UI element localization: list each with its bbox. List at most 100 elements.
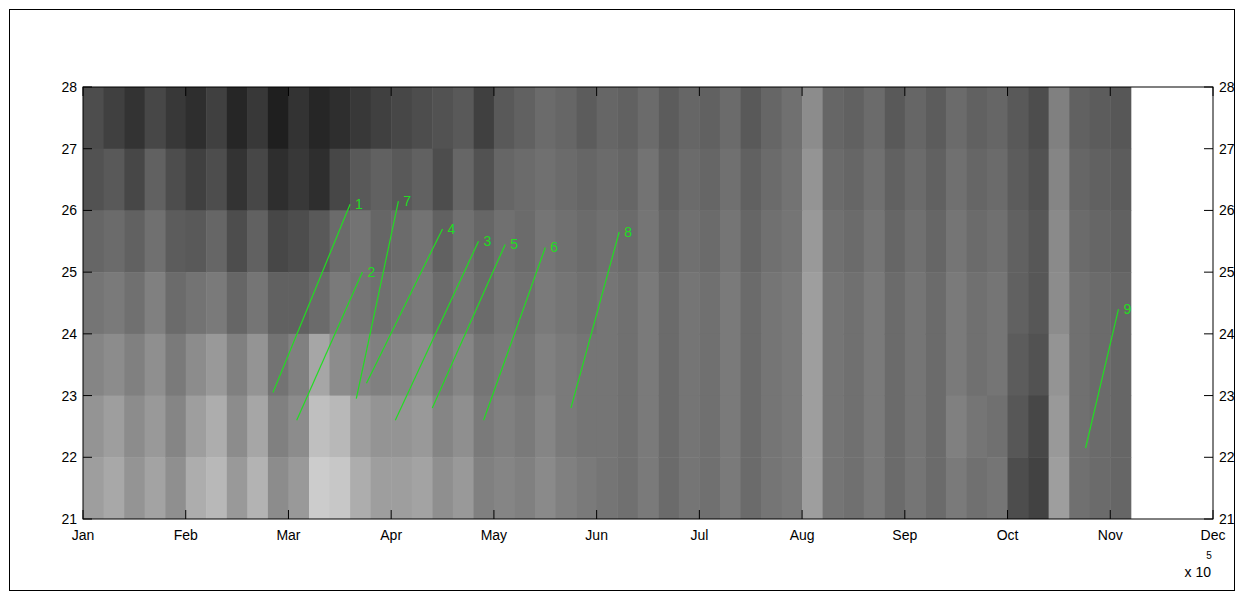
heatmap-cell bbox=[1110, 272, 1131, 334]
heatmap-cell bbox=[309, 87, 330, 149]
heatmap-cell bbox=[946, 210, 967, 272]
heatmap-cell bbox=[864, 334, 885, 396]
heatmap-cell bbox=[617, 149, 638, 211]
line-label: 2 bbox=[367, 264, 375, 280]
heatmap-cell bbox=[946, 396, 967, 458]
heatmap-cell bbox=[227, 457, 248, 519]
y-tick bbox=[83, 519, 92, 520]
y-tick bbox=[83, 333, 92, 334]
heatmap-cell bbox=[186, 210, 207, 272]
heatmap-cell bbox=[925, 457, 946, 519]
heatmap-cell bbox=[679, 149, 700, 211]
heatmap-cell bbox=[186, 457, 207, 519]
x-tick bbox=[288, 510, 289, 519]
heatmap-cell bbox=[494, 272, 515, 334]
heatmap-cell bbox=[104, 334, 125, 396]
heatmap-cell bbox=[1110, 149, 1131, 211]
heatmap-cell bbox=[288, 457, 309, 519]
heatmap-cell bbox=[165, 87, 186, 149]
heatmap-cell bbox=[740, 149, 761, 211]
heatmap-cell bbox=[843, 87, 864, 149]
heatmap-cell bbox=[309, 272, 330, 334]
heatmap-cell bbox=[699, 87, 720, 149]
heatmap-cell bbox=[1028, 210, 1049, 272]
x-tick bbox=[802, 510, 803, 519]
plot-area bbox=[83, 87, 1131, 519]
heatmap-cell bbox=[1008, 272, 1029, 334]
heatmap-cell bbox=[720, 272, 741, 334]
heatmap-cell bbox=[432, 210, 453, 272]
heatmap-cell bbox=[987, 457, 1008, 519]
y-tick-label: 23 bbox=[1219, 388, 1235, 404]
track-line bbox=[367, 229, 443, 383]
heatmap-cell bbox=[1069, 272, 1090, 334]
heatmap-cell bbox=[658, 457, 679, 519]
x-scale-exponent: 5 bbox=[1206, 550, 1212, 561]
heatmap-cell bbox=[124, 149, 145, 211]
heatmap-cell bbox=[206, 87, 227, 149]
axes: 21212222232324242525262627272828JanFebMa… bbox=[61, 79, 1234, 543]
heatmap-cell bbox=[884, 149, 905, 211]
heatmap-cell bbox=[699, 396, 720, 458]
track-line bbox=[297, 272, 363, 420]
y-tick bbox=[1204, 333, 1213, 334]
heatmap-cell bbox=[453, 272, 474, 334]
heatmap-cell bbox=[761, 210, 782, 272]
heatmap-cell bbox=[925, 334, 946, 396]
heatmap-cell bbox=[453, 210, 474, 272]
heatmap-cell bbox=[638, 87, 659, 149]
heatmap-cell bbox=[699, 334, 720, 396]
x-tick bbox=[904, 87, 905, 96]
heatmap-cell bbox=[124, 457, 145, 519]
heatmap-cell bbox=[309, 396, 330, 458]
heatmap-cell bbox=[946, 334, 967, 396]
heatmap-cell bbox=[843, 396, 864, 458]
heatmap-cell bbox=[1049, 396, 1070, 458]
heatmap-cell bbox=[966, 149, 987, 211]
heatmap-cell bbox=[432, 87, 453, 149]
heatmap-cell bbox=[576, 210, 597, 272]
heatmap-cell bbox=[823, 334, 844, 396]
heatmap-cell bbox=[432, 457, 453, 519]
chart: 1274356892121222223232424252526262727282… bbox=[0, 0, 1244, 600]
heatmap-cell bbox=[823, 87, 844, 149]
heatmap-cell bbox=[884, 334, 905, 396]
heatmap-cell bbox=[1049, 149, 1070, 211]
heatmap-cell bbox=[83, 334, 104, 396]
heatmap-cell bbox=[699, 210, 720, 272]
heatmap-cell bbox=[1090, 87, 1111, 149]
heatmap-cell bbox=[104, 396, 125, 458]
heatmap-cell bbox=[802, 149, 823, 211]
heatmap-cell bbox=[350, 87, 371, 149]
track-line bbox=[432, 244, 505, 408]
y-tick-label: 28 bbox=[61, 79, 77, 95]
heatmap-cell bbox=[905, 210, 926, 272]
heatmap-cell bbox=[104, 457, 125, 519]
heatmap-cell bbox=[699, 272, 720, 334]
heatmap-cell bbox=[966, 210, 987, 272]
heatmap-cell bbox=[761, 149, 782, 211]
heatmap-cell bbox=[227, 149, 248, 211]
x-tick bbox=[288, 87, 289, 96]
y-tick bbox=[83, 395, 92, 396]
heatmap-cell bbox=[699, 149, 720, 211]
heatmap-cell bbox=[966, 87, 987, 149]
heatmap-cell bbox=[165, 396, 186, 458]
heatmap-cell bbox=[925, 272, 946, 334]
heatmap-cell bbox=[1110, 334, 1131, 396]
heatmap-cell bbox=[330, 272, 351, 334]
heatmap-cell bbox=[884, 272, 905, 334]
y-tick-label: 26 bbox=[1219, 202, 1235, 218]
heatmap-cell bbox=[597, 396, 618, 458]
heatmap-cell bbox=[597, 87, 618, 149]
heatmap-cell bbox=[371, 149, 392, 211]
heatmap-cell bbox=[782, 334, 803, 396]
heatmap-cell bbox=[925, 87, 946, 149]
heatmap-cell bbox=[535, 334, 556, 396]
x-tick bbox=[904, 510, 905, 519]
heatmap-cell bbox=[782, 210, 803, 272]
heatmap-cell bbox=[987, 396, 1008, 458]
heatmap-cell bbox=[761, 87, 782, 149]
heatmap-cell bbox=[823, 210, 844, 272]
x-tick bbox=[1110, 510, 1111, 519]
